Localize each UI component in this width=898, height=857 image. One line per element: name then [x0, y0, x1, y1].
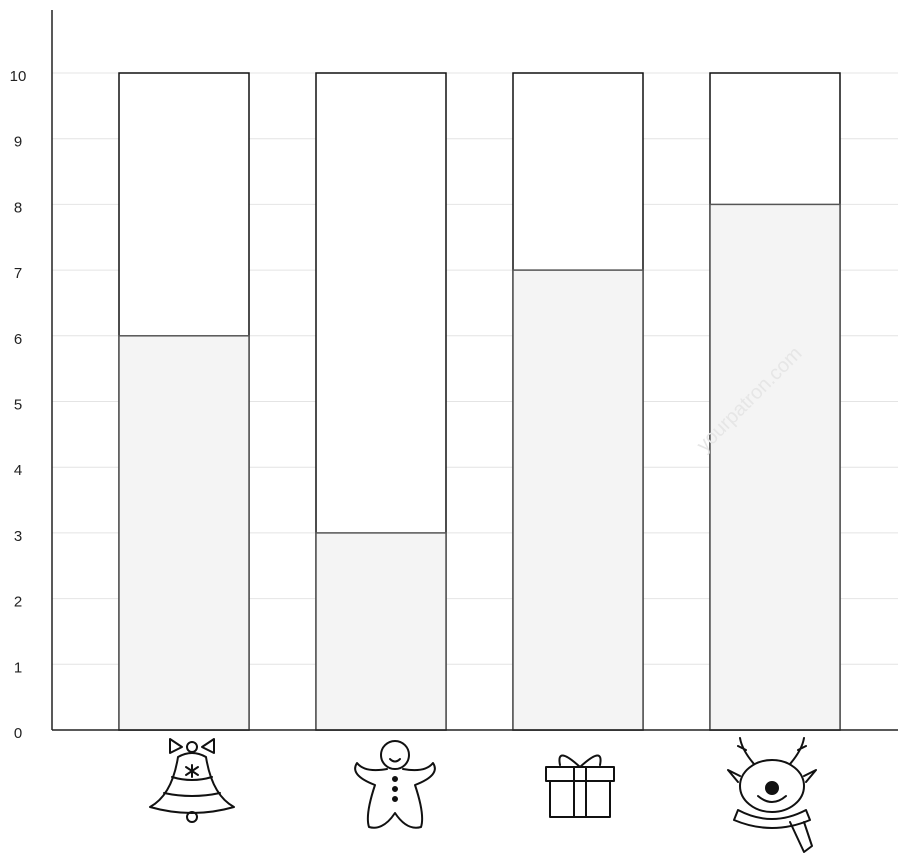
- y-tick-label: 8: [14, 199, 22, 216]
- gingerbread-icon: [354, 740, 436, 829]
- bar: [315, 532, 447, 731]
- bar: [709, 203, 841, 731]
- gift-icon: [545, 754, 615, 818]
- y-tick-label: 5: [14, 396, 22, 413]
- bar: [512, 269, 644, 731]
- bar: [118, 335, 250, 731]
- bell-icon: [149, 738, 235, 823]
- y-tick-label: 10: [10, 68, 27, 85]
- y-tick-label: 9: [14, 134, 22, 151]
- y-tick-label: 7: [14, 265, 22, 282]
- reindeer-icon: [727, 737, 817, 853]
- y-tick-label: 0: [14, 725, 22, 742]
- y-tick-label: 2: [14, 594, 22, 611]
- bars: [118, 72, 841, 731]
- y-tick-label: 1: [14, 659, 22, 676]
- y-tick-label: 4: [14, 462, 22, 479]
- y-tick-label: 3: [14, 528, 22, 545]
- y-tick-label: 6: [14, 331, 22, 348]
